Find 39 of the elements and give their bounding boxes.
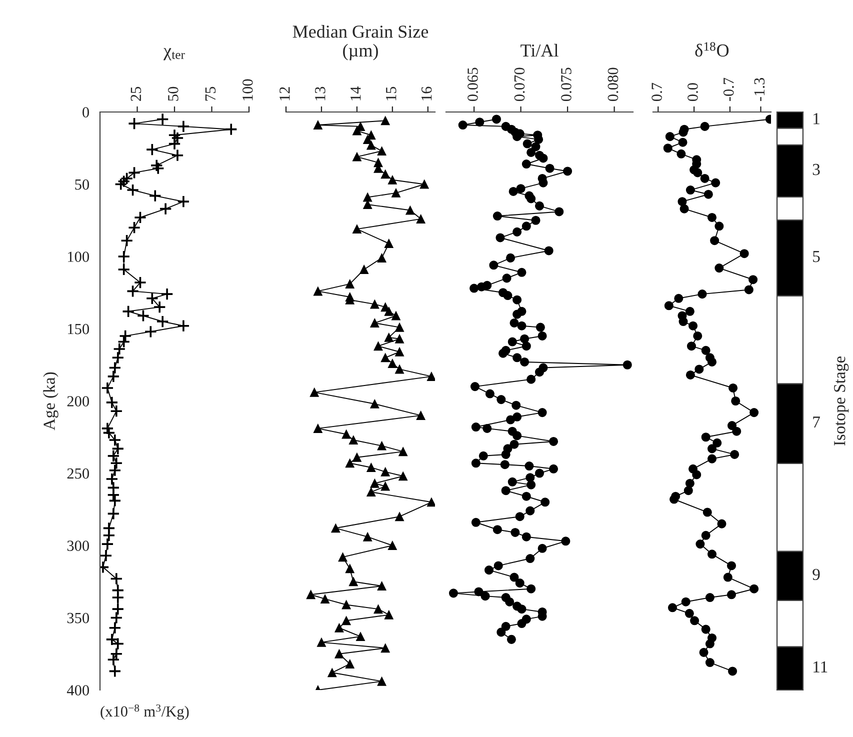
chart-title: Median Grain Size (µm) [292, 25, 428, 60]
y-axis-title: Age (ka) [43, 372, 58, 430]
chart-title: Ti/Al [520, 44, 558, 57]
x-tick-label: 0.070 [514, 68, 525, 101]
y-tick-label: 200 [67, 396, 89, 406]
x-tick-label: 0.065 [468, 68, 478, 101]
x-axis-title: (x10$^{−8}$ m$^{3}$/Kg) [100, 704, 189, 720]
x-tick-label: 50 [168, 86, 178, 101]
x-tick-label: 0.0 [688, 83, 698, 101]
y-tick-label: 100 [68, 252, 89, 262]
y-tick-label: 300 [67, 540, 89, 551]
x-tick-label: -1.3 [754, 78, 765, 102]
series-label: 1 [814, 113, 820, 124]
series-label: 11 [814, 661, 828, 672]
x-tick-label: 0.075 [561, 68, 572, 101]
x-tick-label: 0.080 [608, 68, 618, 101]
x-tick-label: 15 [386, 86, 396, 100]
y-axis-title: Isotope Stage [834, 356, 849, 446]
y-tick-label: 400 [66, 685, 89, 696]
y-tick-label: 0 [82, 107, 89, 118]
x-tick-label: 14 [350, 86, 361, 100]
series-label: 7 [813, 416, 820, 428]
x-tick-label: -0.7 [723, 78, 734, 102]
y-tick-label: 250 [67, 468, 89, 479]
y-tick-label: 150 [68, 324, 89, 334]
y-tick-label: 50 [75, 179, 89, 190]
x-tick-label: 0.7 [652, 82, 662, 101]
chart-title: δ$^{18}$O [695, 42, 729, 57]
x-tick-label: 13 [315, 86, 326, 100]
x-tick-label: 75 [205, 86, 216, 101]
series-label: 3 [812, 164, 820, 176]
x-tick-label: 100 [242, 79, 253, 100]
y-tick-label: 350 [67, 612, 89, 624]
series-label: 5 [813, 251, 820, 262]
chart-title: χ$_{ter}$ [163, 48, 185, 60]
x-tick-label: 25 [130, 86, 142, 101]
series-label: 9 [812, 568, 820, 580]
x-tick-label: 16 [421, 86, 432, 100]
x-tick-label: 12 [280, 87, 290, 100]
